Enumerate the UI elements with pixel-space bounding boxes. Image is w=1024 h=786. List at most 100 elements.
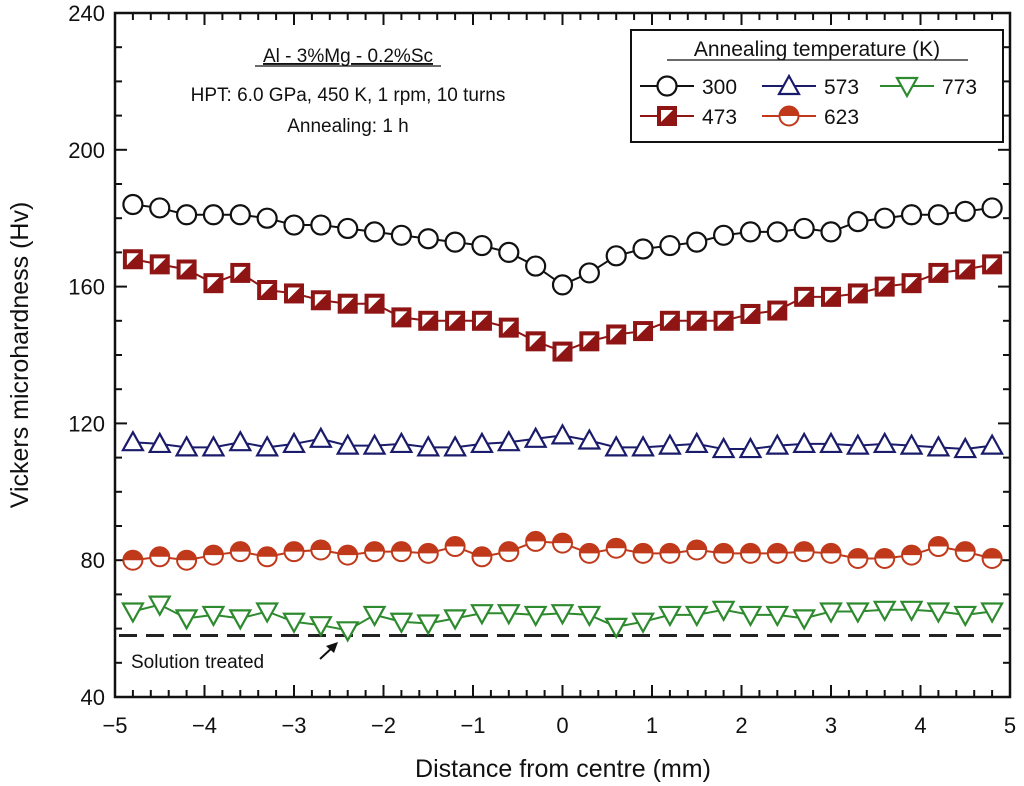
data-point-473	[982, 254, 1003, 275]
data-point-623	[739, 542, 761, 564]
triangle-up-marker-shape	[604, 435, 629, 457]
triangle-up-marker-shape	[872, 431, 897, 454]
circle-half-marker-fill	[902, 545, 922, 556]
data-point-773	[604, 617, 629, 640]
series-573	[121, 423, 1004, 459]
data-point-473	[525, 331, 546, 352]
circle-half-marker-fill	[284, 542, 304, 552]
square-marker-highlight	[475, 314, 488, 327]
triangle-up-marker-shape	[282, 431, 306, 454]
square-marker-highlight	[126, 253, 139, 266]
data-point-573	[496, 429, 521, 452]
square-marker-highlight	[261, 284, 274, 297]
circle-half-marker-fill	[553, 533, 572, 544]
data-point-773	[899, 600, 924, 623]
data-point-300	[525, 255, 547, 277]
legend-item-573: 573	[762, 73, 859, 99]
data-point-773	[577, 605, 602, 628]
data-point-473	[337, 293, 358, 314]
annealing-annotation: Annealing: 1 h	[287, 116, 409, 137]
circle-marker-shape	[363, 221, 386, 243]
circle-marker-shape	[310, 214, 332, 236]
triangle-up-marker-shape	[738, 436, 763, 459]
triangle-up-marker-shape	[416, 435, 441, 457]
series-layer	[121, 193, 1004, 643]
data-point-473	[740, 303, 761, 324]
data-point-573	[147, 431, 172, 454]
square-marker-highlight	[153, 258, 166, 271]
triangle-up-marker-shape	[389, 431, 414, 454]
y-tick-label: 240	[68, 1, 105, 26]
data-point-300	[686, 231, 708, 253]
series-line-473	[132, 258, 993, 353]
triangle-down-marker-shape	[899, 600, 924, 623]
circle-half-marker-fill	[230, 542, 250, 552]
data-point-623	[310, 539, 332, 561]
data-point-300	[471, 234, 493, 257]
data-point-300	[820, 221, 842, 243]
square-marker-highlight	[932, 266, 945, 279]
triangle-down-marker-shape	[147, 595, 172, 617]
circle-marker-shape	[149, 197, 171, 219]
data-point-300	[229, 204, 251, 226]
circle-half-marker-fill	[391, 542, 411, 552]
square-marker-highlight	[529, 335, 542, 348]
data-point-573	[282, 431, 306, 454]
solution-treated-label: Solution treated	[131, 652, 264, 673]
triangle-down-marker-shape	[819, 602, 843, 624]
data-point-300	[417, 228, 439, 250]
data-point-300	[363, 221, 386, 243]
data-point-773	[819, 602, 843, 624]
data-point-623	[471, 546, 493, 568]
data-point-623	[149, 546, 171, 568]
circle-marker-shape	[417, 228, 439, 250]
alloy-annotation: Al - 3%Mg - 0.2%Sc	[263, 46, 433, 67]
circle-half-marker-fill	[779, 106, 799, 116]
triangle-down-marker-shape	[389, 612, 414, 635]
data-point-473	[552, 341, 573, 362]
triangle-down-marker-shape	[362, 605, 387, 628]
triangle-down-marker-shape	[121, 602, 145, 624]
data-point-623	[713, 542, 735, 564]
circle-half-marker-fill	[177, 550, 197, 561]
data-point-473	[257, 280, 278, 301]
data-point-573	[711, 436, 736, 459]
data-point-623	[766, 542, 788, 564]
data-point-300	[551, 274, 574, 296]
square-marker-highlight	[690, 314, 703, 327]
data-point-773	[765, 605, 790, 628]
data-point-473	[874, 276, 895, 297]
circle-half-marker-fill	[848, 548, 868, 559]
triangle-up-marker-shape	[953, 436, 978, 459]
circle-half-marker-fill	[821, 543, 841, 554]
data-point-573	[470, 431, 494, 454]
circle-half-marker-fill	[660, 543, 680, 554]
square-marker-highlight	[180, 263, 193, 276]
data-point-623	[901, 544, 923, 566]
data-point-623	[632, 542, 654, 564]
series-623	[122, 530, 1003, 571]
x-tick-label: 5	[1004, 713, 1016, 738]
data-point-573	[980, 433, 1004, 455]
data-point-473	[901, 273, 922, 294]
data-point-623	[229, 541, 251, 563]
data-point-573	[604, 435, 629, 457]
data-point-773	[228, 609, 253, 631]
data-point-573	[872, 431, 897, 454]
y-tick-label: 200	[68, 138, 105, 163]
triangle-down-marker-shape	[631, 612, 655, 635]
circle-half-marker-fill	[150, 547, 170, 557]
circle-half-marker-fill	[472, 547, 492, 557]
triangle-up-marker-shape	[631, 435, 655, 457]
data-point-773	[523, 605, 548, 628]
data-point-473	[445, 310, 466, 331]
circle-marker-shape	[471, 234, 493, 257]
data-point-573	[577, 428, 602, 450]
square-marker-highlight	[395, 311, 408, 324]
triangle-up-marker-shape	[362, 433, 387, 455]
circle-marker-shape	[847, 211, 869, 233]
square-marker-highlight	[798, 290, 811, 303]
triangle-down-marker-shape	[282, 612, 306, 635]
square-marker-highlight	[851, 287, 864, 300]
circle-marker-shape	[686, 231, 708, 253]
